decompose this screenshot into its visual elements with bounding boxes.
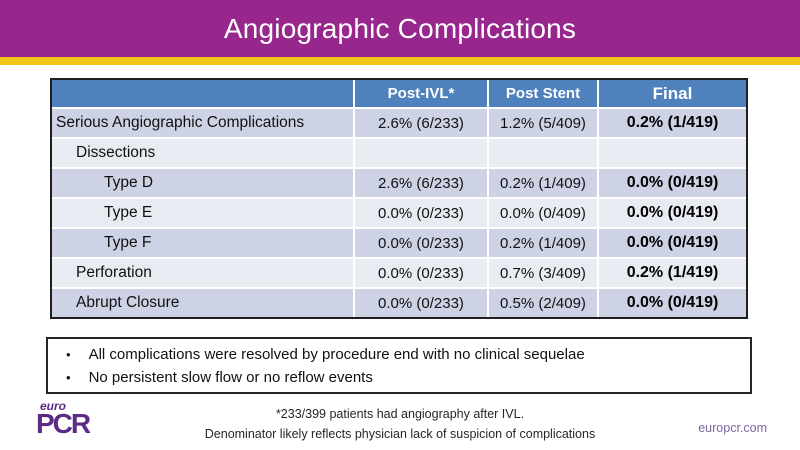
column-header-empty bbox=[52, 80, 355, 109]
cell-post-ivl: 2.6% (6/233) bbox=[354, 108, 489, 139]
table-row: Abrupt Closure 0.0% (0/233) 0.5% (2/409)… bbox=[52, 288, 746, 317]
note-text: No persistent slow flow or no reflow eve… bbox=[88, 368, 373, 386]
cell-final: 0.2% (1/419) bbox=[598, 258, 746, 289]
cell-final: 0.0% (0/419) bbox=[598, 228, 746, 259]
cell-final: 0.0% (0/419) bbox=[598, 288, 746, 317]
row-label: Dissections bbox=[52, 138, 355, 169]
row-label: Type F bbox=[52, 228, 355, 259]
cell-post-stent: 0.0% (0/409) bbox=[488, 198, 599, 229]
footnote-line-1: *233/399 patients had angiography after … bbox=[275, 407, 525, 421]
table-row: Serious Angiographic Complications 2.6% … bbox=[52, 108, 746, 139]
cell-post-stent bbox=[488, 138, 599, 169]
europcr-logo: euro PCR bbox=[36, 400, 106, 438]
table-row: Perforation 0.0% (0/233) 0.7% (3/409) 0.… bbox=[52, 258, 746, 289]
bullet-icon: • bbox=[66, 346, 71, 362]
cell-post-ivl: 0.0% (0/233) bbox=[354, 198, 489, 229]
cell-post-stent: 1.2% (5/409) bbox=[488, 108, 599, 139]
logo-pcr-text: PCR bbox=[36, 408, 91, 439]
column-header-final: Final bbox=[598, 80, 746, 109]
column-header-post-stent: Post Stent bbox=[488, 80, 599, 109]
slide-title-bar: Angiographic Complications bbox=[0, 0, 800, 57]
accent-stripe bbox=[0, 57, 800, 65]
row-label: Type D bbox=[52, 168, 355, 199]
row-label: Serious Angiographic Complications bbox=[52, 108, 355, 139]
column-header-post-ivl: Post-IVL* bbox=[354, 80, 489, 109]
footnote-line-2: Denominator likely reflects physician la… bbox=[204, 427, 596, 441]
cell-post-stent: 0.2% (1/409) bbox=[488, 168, 599, 199]
cell-final: 0.0% (0/419) bbox=[598, 198, 746, 229]
cell-final: 0.2% (1/419) bbox=[598, 108, 746, 139]
table-row: Type F 0.0% (0/233) 0.2% (1/409) 0.0% (0… bbox=[52, 228, 746, 259]
cell-post-ivl: 0.0% (0/233) bbox=[354, 258, 489, 289]
row-label: Abrupt Closure bbox=[52, 288, 355, 317]
footnote: *233/399 patients had angiography after … bbox=[150, 404, 650, 444]
cell-post-stent: 0.7% (3/409) bbox=[488, 258, 599, 289]
table-row: Type D 2.6% (6/233) 0.2% (1/409) 0.0% (0… bbox=[52, 168, 746, 199]
notes-box: • All complications were resolved by pro… bbox=[46, 337, 752, 394]
page-title: Angiographic Complications bbox=[223, 12, 577, 44]
list-item: • All complications were resolved by pro… bbox=[48, 343, 750, 366]
cell-post-stent: 0.2% (1/409) bbox=[488, 228, 599, 259]
cell-post-ivl: 2.6% (6/233) bbox=[354, 168, 489, 199]
row-label: Type E bbox=[52, 198, 355, 229]
cell-post-ivl: 0.0% (0/233) bbox=[354, 288, 489, 317]
table-header-row: Post-IVL* Post Stent Final bbox=[52, 80, 746, 109]
row-label: Perforation bbox=[52, 258, 355, 289]
cell-final: 0.0% (0/419) bbox=[598, 168, 746, 199]
cell-post-ivl: 0.0% (0/233) bbox=[354, 228, 489, 259]
list-item: • No persistent slow flow or no reflow e… bbox=[48, 366, 750, 389]
cell-post-stent: 0.5% (2/409) bbox=[488, 288, 599, 317]
logo-euro-text: euro bbox=[40, 399, 67, 413]
table-row: Dissections bbox=[52, 138, 746, 169]
cell-final bbox=[598, 138, 746, 169]
cell-post-ivl bbox=[354, 138, 489, 169]
table-row: Type E 0.0% (0/233) 0.0% (0/409) 0.0% (0… bbox=[52, 198, 746, 229]
note-text: All complications were resolved by proce… bbox=[88, 345, 585, 363]
bullet-icon: • bbox=[66, 369, 71, 385]
complications-table: Post-IVL* Post Stent Final Serious Angio… bbox=[50, 78, 748, 319]
website-link[interactable]: europcr.com bbox=[698, 421, 767, 435]
